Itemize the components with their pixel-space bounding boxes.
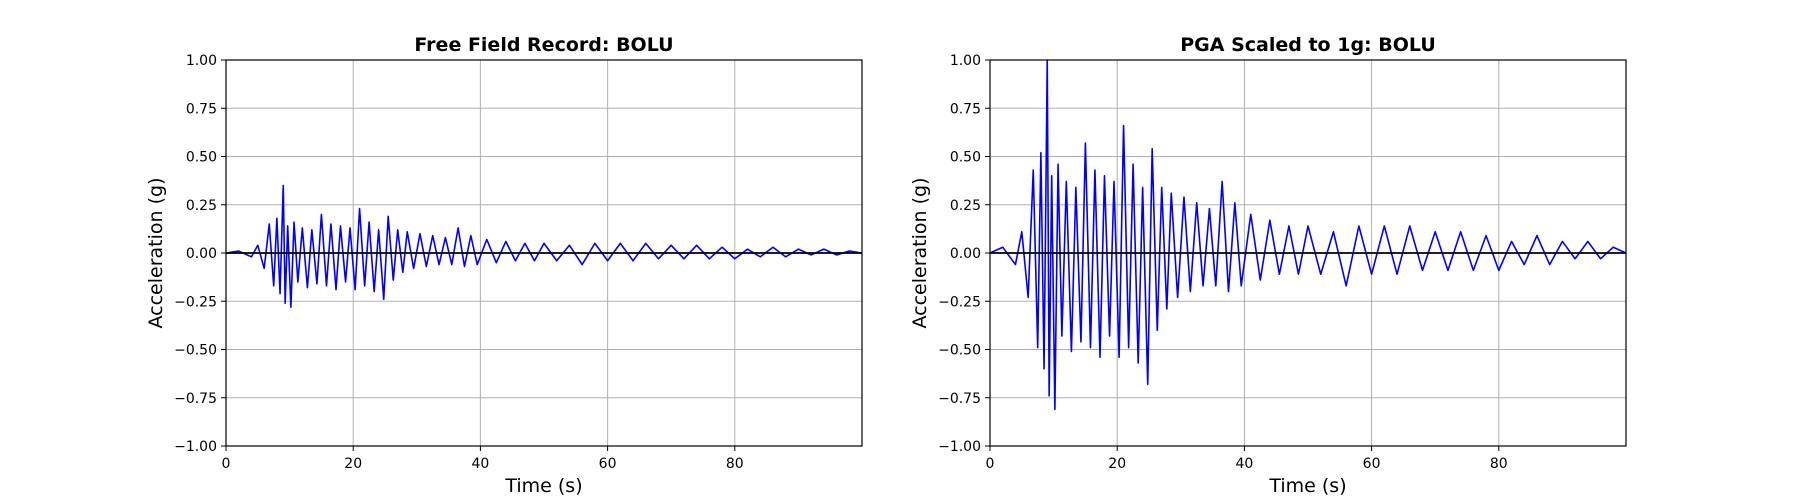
chart-1-ytick-label-5: 0.25	[186, 198, 217, 214]
chart-2-title: PGA Scaled to 1g: BOLU	[1180, 34, 1436, 56]
chart-1-xtick-label-3: 60	[599, 456, 617, 472]
chart-1-xlabel: Time (s)	[504, 475, 582, 497]
chart-2-series-1	[989, 59, 1627, 411]
chart-1-xtick-label-2: 40	[471, 456, 489, 472]
chart-2-ytick-label-7: 0.75	[950, 101, 981, 117]
chart-2-ytick-label-6: 0.50	[950, 150, 981, 166]
chart-1-series-1	[225, 184, 863, 308]
chart-2-ytick-label-3: −0.25	[938, 294, 981, 310]
chart-1-xtick-label-0: 0	[222, 456, 231, 472]
chart-1-ytick-label-2: −0.50	[174, 343, 217, 359]
chart-2-xtick-label-4: 80	[1490, 456, 1508, 472]
chart-1-title: Free Field Record: BOLU	[414, 34, 673, 56]
chart-2-ytick-label-1: −0.75	[938, 391, 981, 407]
chart-1-ytick-label-8: 1.00	[186, 53, 217, 69]
chart-2-ytick-label-0: −1.00	[938, 439, 981, 455]
chart-1-ylabel: Acceleration (g)	[145, 178, 167, 329]
chart-2-ytick-label-8: 1.00	[950, 53, 981, 69]
chart-1-ytick-label-1: −0.75	[174, 391, 217, 407]
chart-2-ytick-label-4: 0.00	[950, 246, 981, 262]
chart-1-xtick-label-1: 20	[344, 456, 362, 472]
chart-2-xtick-label-3: 60	[1363, 456, 1381, 472]
chart-1-ytick-label-0: −1.00	[174, 439, 217, 455]
chart-1-ytick-label-3: −0.25	[174, 294, 217, 310]
chart-1-ytick-label-6: 0.50	[186, 150, 217, 166]
chart-2-xlabel: Time (s)	[1268, 475, 1346, 497]
chart-2-xtick-label-1: 20	[1108, 456, 1126, 472]
chart-2-ytick-label-2: −0.50	[938, 343, 981, 359]
chart-2: 0 20 40 60 80 −1.00 −0.75 −0.50 −0.25 0.00 0.25 0.5…	[909, 34, 1627, 497]
chart-1-ytick-label-4: 0.00	[186, 246, 217, 262]
chart-1: 0 20 40 60 80 −1.00 −0.75 −0.50 −0.25 0.00 0.25 0.5…	[145, 34, 863, 497]
chart-2-xtick-label-0: 0	[986, 456, 995, 472]
chart-1-xtick-label-4: 80	[726, 456, 744, 472]
chart-2-ylabel: Acceleration (g)	[909, 178, 931, 329]
chart-2-ytick-label-5: 0.25	[950, 198, 981, 214]
chart-1-ytick-label-7: 0.75	[186, 101, 217, 117]
chart-2-xtick-label-2: 40	[1235, 456, 1253, 472]
